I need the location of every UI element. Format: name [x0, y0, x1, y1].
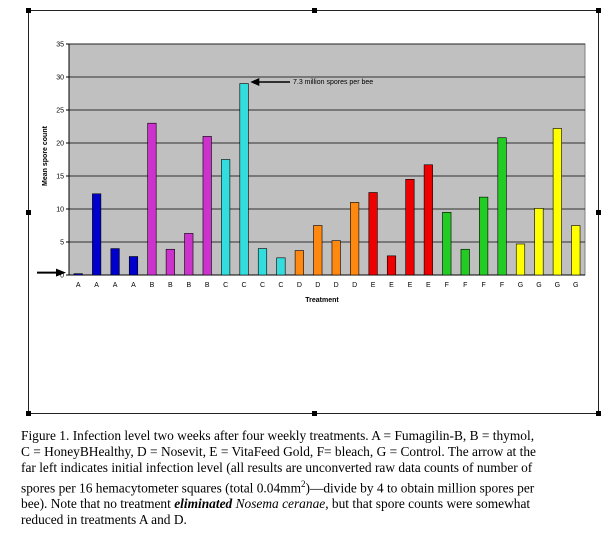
bar — [442, 212, 452, 276]
x-tick-label: F — [482, 282, 486, 289]
chart-frame — [26, 8, 601, 416]
x-tick-label: D — [352, 282, 357, 289]
caption-line: reduced in treatments A and D. — [21, 512, 187, 528]
x-tick-label: B — [186, 282, 191, 289]
x-tick-label: F — [445, 282, 449, 289]
bar — [479, 196, 489, 276]
bar — [423, 164, 433, 276]
x-tick-label: A — [131, 282, 136, 289]
caption-line: bee). Note that no treatment eliminated … — [21, 496, 593, 512]
resize-handle-bottom-middle[interactable] — [312, 411, 317, 416]
x-tick-label: D — [334, 282, 339, 289]
bar — [386, 255, 397, 276]
x-tick-label: F — [463, 282, 467, 289]
bar — [350, 202, 360, 276]
bar — [294, 250, 304, 276]
bar — [571, 225, 581, 276]
y-tick-label: 15 — [56, 174, 64, 181]
x-tick-label: F — [500, 282, 504, 289]
caption-species: Nosema ceranae — [235, 496, 326, 512]
caption-text: , but that spore counts were somewhat — [325, 496, 531, 512]
x-tick-label: A — [76, 282, 81, 289]
bar — [128, 256, 139, 276]
initial-level-arrow-head — [56, 268, 66, 277]
x-tick-label: E — [426, 282, 431, 289]
resize-handle-top-middle[interactable] — [312, 8, 317, 13]
caption-line: far left indicates initial infection lev… — [21, 460, 533, 475]
bar — [202, 136, 212, 276]
x-tick-label: G — [555, 282, 560, 289]
y-tick-label: 35 — [56, 42, 64, 49]
caption-line: Figure 1. Infection level two weeks afte… — [21, 428, 535, 443]
y-tick-label: 25 — [56, 108, 64, 115]
resize-handle-middle-left[interactable] — [26, 210, 31, 215]
resize-handle-bottom-right[interactable] — [596, 411, 601, 416]
y-tick-label: 5 — [60, 240, 64, 247]
bar — [257, 248, 268, 276]
bar — [534, 208, 544, 276]
y-tick-label: 10 — [56, 207, 64, 214]
bar — [221, 159, 231, 276]
x-tick-label: B — [205, 282, 210, 289]
caption-line: C = HoneyBHealthy, D = Nosevit, E = Vita… — [21, 444, 536, 459]
caption-line: spores per 16 hemacytometer squares (tot… — [21, 476, 593, 496]
bar — [515, 243, 526, 276]
bar — [368, 192, 378, 276]
y-tick-label: 0 — [60, 273, 64, 280]
x-tick-label: D — [297, 282, 302, 289]
x-tick-label: B — [168, 282, 173, 289]
bar — [110, 248, 120, 276]
x-tick-label: A — [113, 282, 118, 289]
bar — [552, 128, 562, 276]
x-tick-label: C — [278, 282, 283, 289]
bar — [184, 233, 194, 276]
x-tick-label: C — [242, 282, 247, 289]
x-tick-label: B — [150, 282, 155, 289]
bar — [165, 248, 175, 276]
resize-handle-top-left[interactable] — [26, 8, 31, 13]
bar — [239, 83, 249, 276]
bar — [313, 225, 323, 276]
bar — [460, 248, 470, 276]
caption-text: spores per 16 hemacytometer squares (tot… — [21, 480, 302, 496]
bar-chart: 0 5 10 15 20 25 30 35 A A A A B B B B C C C C D D D D E E E E F F F F G G… — [37, 42, 586, 304]
x-tick-label: C — [260, 282, 265, 289]
x-tick-label: G — [518, 282, 523, 289]
bar — [497, 137, 507, 276]
x-tick-label: G — [573, 282, 578, 289]
x-tick-label: D — [315, 282, 320, 289]
annotation-label: 7.3 million spores per bee — [293, 79, 373, 86]
bar — [92, 193, 102, 276]
caption-emphasis: eliminated — [174, 496, 233, 512]
x-tick-label: A — [94, 282, 99, 289]
y-tick-label: 30 — [56, 75, 64, 82]
y-axis-title: Mean spore count — [42, 125, 49, 186]
caption-text: bee). Note that no treatment — [21, 496, 175, 512]
resize-handle-middle-right[interactable] — [596, 210, 601, 215]
bar — [276, 257, 286, 276]
bar — [405, 179, 415, 276]
x-tick-label: E — [371, 282, 376, 289]
resize-handle-bottom-left[interactable] — [26, 411, 31, 416]
x-tick-label: C — [223, 282, 228, 289]
x-tick-label: E — [389, 282, 394, 289]
x-axis-title: Treatment — [305, 297, 339, 304]
bar — [73, 273, 83, 276]
caption-text: )—divide by 4 to obtain million spores p… — [305, 480, 535, 496]
bar — [147, 122, 157, 276]
x-tick-label: G — [536, 282, 541, 289]
y-tick-label: 20 — [56, 141, 64, 148]
resize-handle-top-right[interactable] — [596, 8, 601, 13]
figure-caption: Figure 1. Infection level two weeks afte… — [21, 428, 593, 528]
caption-superscript: 2 — [301, 479, 306, 489]
x-tick-label: E — [408, 282, 413, 289]
bar — [331, 240, 341, 276]
annotation-arrow-head — [250, 78, 260, 86]
